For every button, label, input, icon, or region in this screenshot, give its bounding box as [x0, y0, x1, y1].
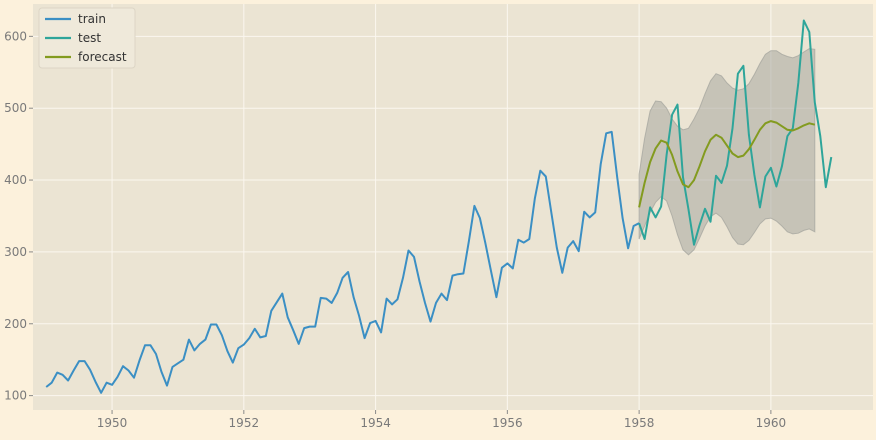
y-tick-label: 100 [4, 389, 27, 403]
y-tick-label: 300 [4, 245, 27, 259]
legend-label-train: train [78, 12, 106, 26]
legend-box [38, 7, 136, 69]
series-line-forecast [638, 120, 816, 208]
x-tick-label: 1950 [97, 416, 128, 430]
legend-label-forecast: forecast [78, 50, 127, 64]
y-tick-label: 600 [4, 29, 27, 43]
x-tick-label: 1954 [360, 416, 391, 430]
x-tick-label: 1958 [624, 416, 655, 430]
x-tick-label: 1956 [492, 416, 523, 430]
x-tick-label: 1952 [229, 416, 260, 430]
series-line-train [45, 130, 640, 394]
legend-label-test: test [78, 31, 101, 45]
series-line-test [638, 19, 833, 246]
y-tick-label: 500 [4, 101, 27, 115]
legend: train test forecast [38, 7, 136, 69]
y-tick-label: 400 [4, 173, 27, 187]
y-tick-label: 200 [4, 317, 27, 331]
x-tick-label: 1960 [756, 416, 787, 430]
forecast-confidence-band [638, 48, 816, 256]
